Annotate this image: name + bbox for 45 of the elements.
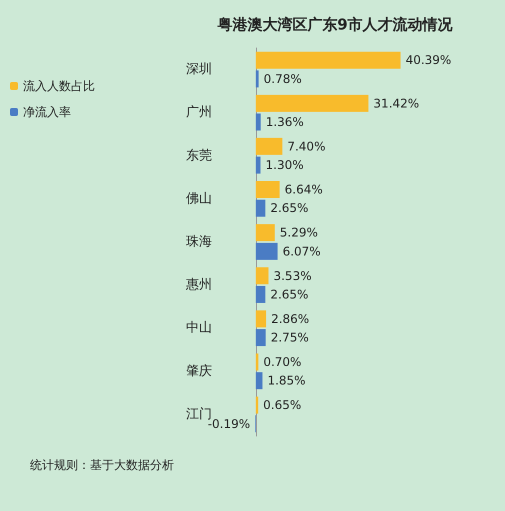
bar [256, 52, 401, 69]
y-tick-label: 广州 [186, 105, 212, 120]
data-label: 7.40% [287, 139, 326, 154]
legend-label: 流入人数占比 [23, 79, 95, 93]
data-label: 1.30% [265, 158, 304, 172]
data-label: 2.75% [270, 330, 309, 345]
bar [256, 353, 258, 370]
y-tick-label: 佛山 [186, 191, 212, 206]
bar [256, 94, 368, 112]
y-tick-label: 深圳 [186, 62, 212, 78]
y-tick-label: 珠海 [186, 234, 212, 250]
y-tick-label: 东莞 [186, 148, 212, 164]
bar [256, 329, 266, 346]
bar [256, 224, 275, 242]
y-tick-label: 惠州 [185, 278, 212, 293]
legend-label: 净流入率 [23, 105, 71, 119]
bar [256, 267, 268, 284]
data-label: 1.85% [267, 374, 306, 388]
data-label: 3.53% [273, 268, 312, 283]
bar [256, 114, 261, 131]
data-label: 0.78% [264, 72, 302, 86]
text: 统计规则：基于大数据分析 [30, 458, 174, 472]
y-tick-label: 肇庆 [186, 364, 212, 379]
data-label: 2.65% [270, 287, 308, 302]
bar [256, 181, 280, 198]
data-label: 2.86% [271, 312, 310, 326]
data-label: 0.70% [263, 354, 302, 369]
bar [256, 372, 262, 390]
data-label: 1.36% [266, 115, 304, 130]
y-tick-label: 中山 [186, 320, 212, 336]
data-label: 6.64% [284, 182, 323, 197]
bar [256, 156, 260, 174]
y-tick-label: 江门 [186, 406, 212, 422]
chart-title: 粤港澳大湾区广东9市人才流动情况 [216, 16, 454, 34]
bar [256, 200, 266, 217]
data-label: 2.65% [270, 201, 308, 216]
data-label: 6.07% [282, 244, 321, 258]
data-label: 40.39% [406, 53, 452, 68]
data-label: 5.29% [280, 226, 318, 240]
bar [256, 242, 278, 260]
bar [256, 138, 282, 155]
bar [256, 310, 266, 328]
data-label: 31.42% [373, 96, 420, 110]
data-label: 0.65% [263, 398, 302, 412]
bar [256, 286, 266, 303]
